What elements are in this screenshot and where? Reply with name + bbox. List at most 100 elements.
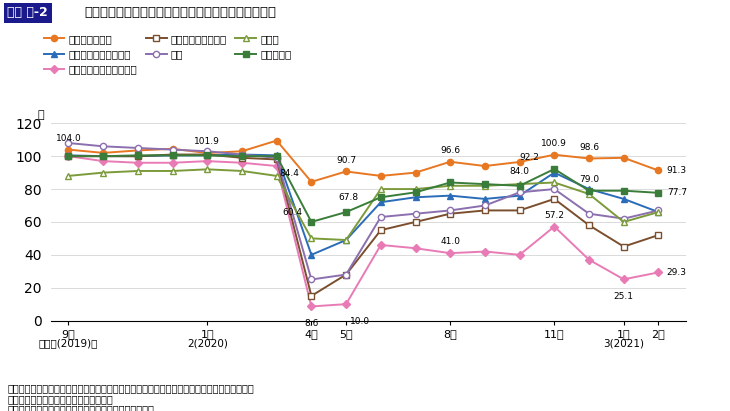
喚茶 bbox=[237, 152, 246, 157]
ファミリーレストラン bbox=[307, 252, 316, 257]
その他 bbox=[307, 236, 316, 241]
ファストフード bbox=[272, 138, 281, 143]
ディナーレストラン bbox=[446, 211, 455, 216]
ファストフード bbox=[168, 146, 177, 151]
Text: 1月: 1月 bbox=[201, 329, 214, 339]
ディナーレストラン bbox=[480, 208, 489, 213]
Text: 10.0: 10.0 bbox=[350, 316, 370, 326]
その他 bbox=[585, 192, 593, 196]
ファストフード bbox=[619, 155, 628, 160]
ファストフード bbox=[411, 170, 420, 175]
ファミリーレストラン bbox=[377, 200, 385, 205]
Text: ２）その他は総合飲食、宅配ピザ、給食等を含む。: ２）その他は総合飲食、宅配ピザ、給食等を含む。 bbox=[7, 404, 154, 411]
パブレストラン・居酒屋 bbox=[446, 251, 455, 256]
全業態合計 bbox=[411, 190, 420, 195]
Text: 1月: 1月 bbox=[617, 329, 631, 339]
ファストフード bbox=[342, 169, 350, 174]
Text: 96.6: 96.6 bbox=[440, 146, 461, 155]
パブレストラン・居酒屋 bbox=[377, 242, 385, 247]
その他 bbox=[168, 169, 177, 173]
ファミリーレストラン bbox=[134, 154, 142, 159]
ディナーレストラン bbox=[654, 233, 663, 238]
パブレストラン・居酒屋 bbox=[342, 302, 350, 307]
ファミリーレストラン bbox=[203, 153, 212, 158]
全業態合計 bbox=[307, 219, 316, 224]
ディナーレストラン bbox=[99, 154, 107, 159]
その他 bbox=[237, 169, 246, 173]
全業態合計 bbox=[203, 153, 212, 158]
ディナーレストラン bbox=[515, 208, 524, 213]
ディナーレストラン bbox=[134, 154, 142, 159]
ファミリーレストラン bbox=[515, 193, 524, 198]
喚茶 bbox=[168, 147, 177, 152]
全業態合計 bbox=[99, 154, 107, 159]
その他 bbox=[377, 187, 385, 192]
その他 bbox=[272, 173, 281, 178]
Line: 喚茶: 喚茶 bbox=[65, 140, 661, 283]
全業態合計 bbox=[168, 153, 177, 158]
全業態合計 bbox=[272, 154, 281, 159]
パブレストラン・居酒屋 bbox=[480, 249, 489, 254]
喚茶 bbox=[480, 203, 489, 208]
全業態合計 bbox=[654, 190, 663, 195]
ディナーレストラン bbox=[619, 244, 628, 249]
ディナーレストラン bbox=[307, 293, 316, 298]
全業態合計 bbox=[619, 188, 628, 193]
パブレストラン・居酒屋 bbox=[411, 246, 420, 251]
ファストフード bbox=[585, 156, 593, 161]
Text: 2(2020): 2(2020) bbox=[187, 339, 228, 349]
Line: パブレストラン・居酒屋: パブレストラン・居酒屋 bbox=[65, 153, 661, 309]
全業態合計 bbox=[377, 195, 385, 200]
喚茶 bbox=[411, 211, 420, 216]
全業態合計 bbox=[237, 154, 246, 159]
ファミリーレストラン bbox=[237, 152, 246, 157]
ディナーレストラン bbox=[550, 196, 558, 201]
パブレストラン・居酒屋 bbox=[237, 160, 246, 165]
Text: 図表 特-2: 図表 特-2 bbox=[7, 6, 48, 19]
ディナーレストラン bbox=[203, 152, 212, 157]
Text: 41.0: 41.0 bbox=[440, 237, 460, 246]
パブレストラン・居酒屋 bbox=[64, 154, 73, 159]
喚茶 bbox=[203, 149, 212, 154]
ディナーレストラン bbox=[168, 152, 177, 157]
喚茶 bbox=[134, 145, 142, 150]
Text: 2月: 2月 bbox=[652, 329, 665, 339]
Text: 令和元(2019)年: 令和元(2019)年 bbox=[39, 339, 98, 349]
ファストフード bbox=[99, 150, 107, 155]
パブレストラン・居酒屋 bbox=[134, 160, 142, 165]
Text: 90.7: 90.7 bbox=[336, 155, 356, 164]
ファストフード bbox=[377, 173, 385, 178]
ファミリーレストラン bbox=[550, 170, 558, 175]
喚茶 bbox=[342, 272, 350, 277]
ディナーレストラン bbox=[64, 154, 73, 159]
Text: 84.4: 84.4 bbox=[280, 169, 299, 178]
その他 bbox=[550, 180, 558, 185]
全業態合計 bbox=[134, 153, 142, 158]
Line: ディナーレストラン: ディナーレストラン bbox=[65, 151, 661, 299]
Text: 67.8: 67.8 bbox=[339, 193, 359, 202]
Text: 8月: 8月 bbox=[443, 329, 457, 339]
Text: 9月: 9月 bbox=[61, 329, 75, 339]
喚茶 bbox=[515, 190, 524, 195]
Text: 29.3: 29.3 bbox=[666, 268, 687, 277]
ファミリーレストラン bbox=[446, 193, 455, 198]
ファミリーレストラン bbox=[480, 196, 489, 201]
ファストフード bbox=[480, 164, 489, 169]
Text: 11月: 11月 bbox=[544, 329, 564, 339]
ディナーレストラン bbox=[585, 223, 593, 228]
Legend: ファストフード, ファミリーレストラン, パブレストラン・居酒屋, ディナーレストラン, 喚茶, その他, 全業態合計: ファストフード, ファミリーレストラン, パブレストラン・居酒屋, ディナーレス… bbox=[44, 34, 291, 74]
ファストフード bbox=[307, 179, 316, 184]
パブレストラン・居酒屋 bbox=[307, 304, 316, 309]
全業態合計 bbox=[342, 210, 350, 215]
ファミリーレストラン bbox=[168, 153, 177, 158]
喚茶 bbox=[64, 141, 73, 145]
パブレストラン・居酒屋 bbox=[515, 252, 524, 257]
喚茶 bbox=[550, 187, 558, 192]
Line: その他: その他 bbox=[65, 166, 661, 243]
その他 bbox=[203, 167, 212, 172]
全業態合計 bbox=[446, 180, 455, 185]
パブレストラン・居酒屋 bbox=[168, 160, 177, 165]
Text: 5月: 5月 bbox=[339, 329, 353, 339]
Text: 101.9: 101.9 bbox=[194, 137, 220, 146]
その他 bbox=[99, 170, 107, 175]
